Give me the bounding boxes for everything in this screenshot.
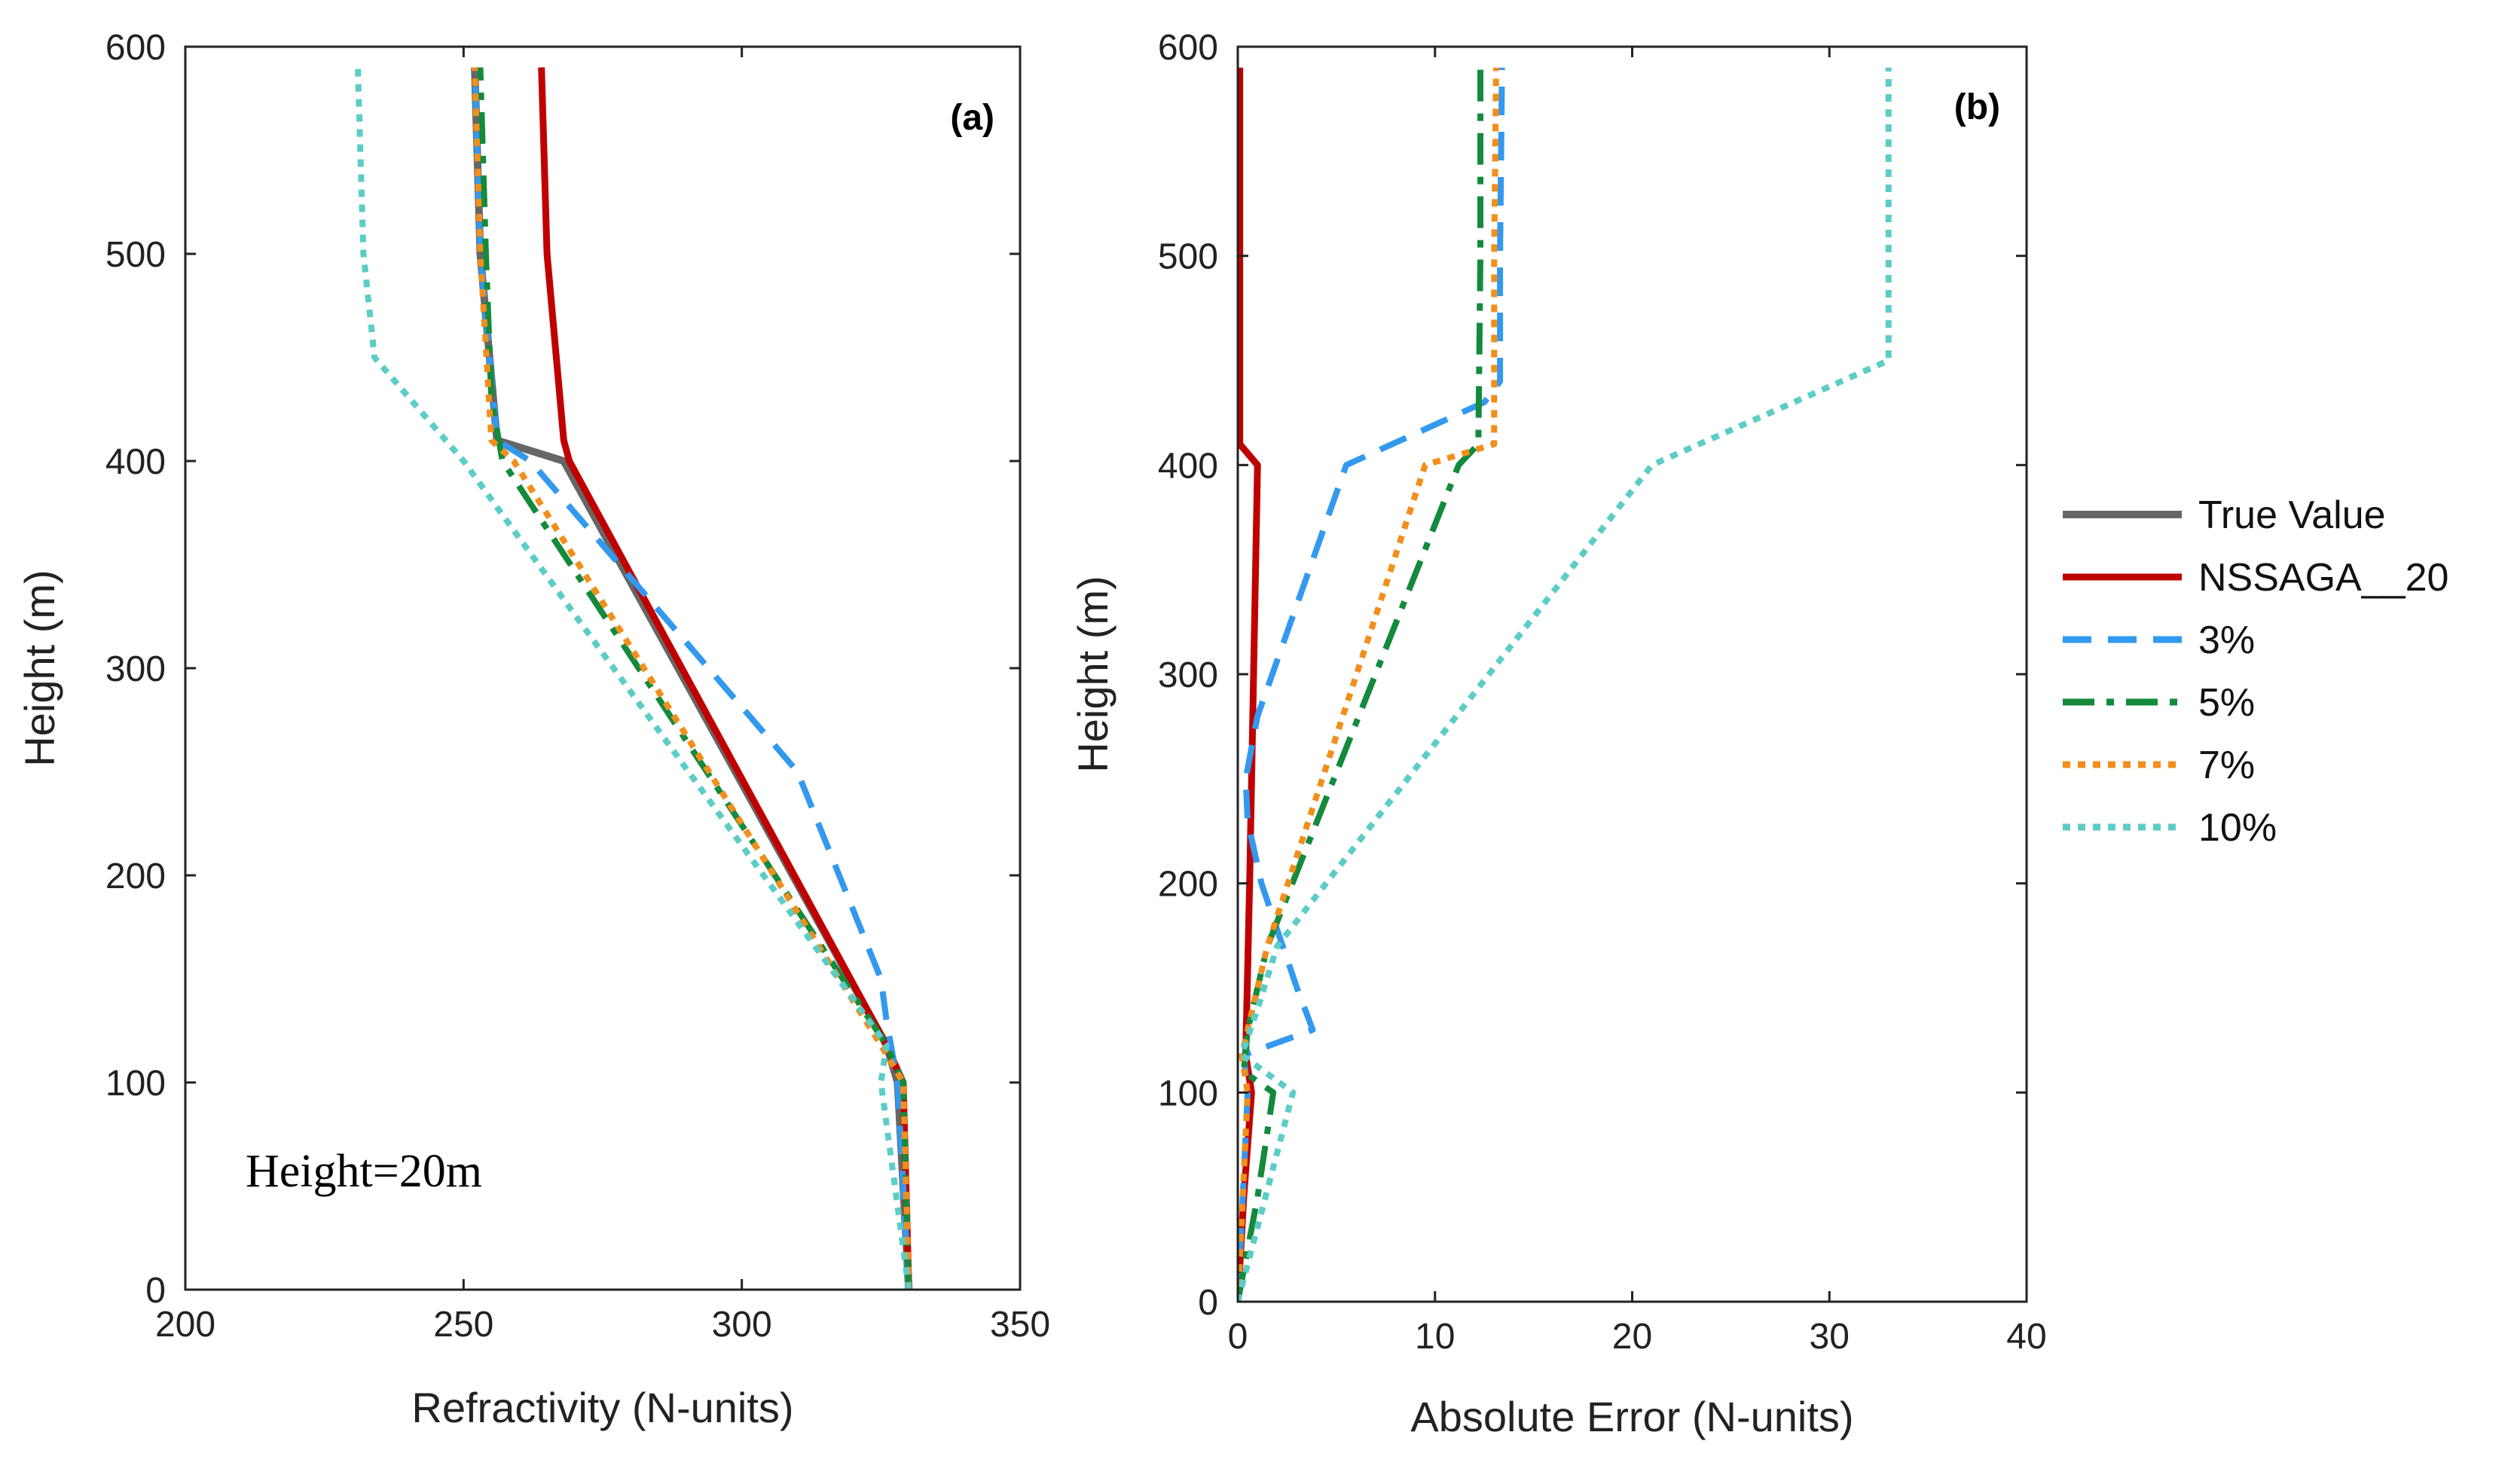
panel-a-ytick-label-300: 300: [105, 649, 166, 689]
panel-a-series-5: [477, 67, 912, 1290]
panel-b-series-5: [1238, 67, 1483, 1302]
panel-a-y-axis-title: Height (m): [16, 569, 63, 766]
panel-b-ytick-label-200: 200: [1158, 865, 1218, 905]
legend-label-5: 5%: [2198, 681, 2255, 725]
panel-b-ytick-label-400: 400: [1158, 446, 1218, 486]
panel-a-x-axis-title: Refractivity (N-units): [411, 1384, 793, 1431]
panel-a-xtick-label-250: 250: [433, 1305, 493, 1345]
panel-a-ytick-label-600: 600: [105, 28, 166, 68]
panel-b-series-3: [1238, 67, 1505, 1302]
panel-a-axes-box: [184, 45, 1022, 1291]
panel-b-ytick-label-100: 100: [1158, 1073, 1218, 1113]
panel-a-label: (a): [950, 98, 994, 138]
panel-a-refractivity: 200 250 300 350 0 100 200 300 400 500 600 Refractiv…: [16, 28, 1050, 1431]
panel-b-series-10: [1238, 67, 1892, 1302]
panel-a-series-group: [355, 67, 913, 1290]
panel-b-xtick-label-0: 0: [1228, 1317, 1248, 1357]
legend-label-3: 3%: [2198, 618, 2255, 662]
panel-b-label: (b): [1954, 87, 2000, 127]
panel-b-xtick-label-10: 10: [1415, 1317, 1455, 1357]
panel-b-series-group: [1238, 67, 1892, 1302]
panel-b-xtick-label-40: 40: [2006, 1317, 2046, 1357]
panel-b-y-axis-title: Height (m): [1069, 576, 1117, 772]
panel-b-xtick-label-30: 30: [1810, 1317, 1850, 1357]
panel-b-ytick-label-300: 300: [1158, 655, 1218, 695]
panel-b-xtick-label-20: 20: [1612, 1317, 1652, 1357]
legend-label-true-value: True Value: [2198, 493, 2386, 537]
panel-a-ytick-label-100: 100: [105, 1064, 166, 1104]
panel-a-series-10: [355, 67, 912, 1290]
panel-b-ytick-label-600: 600: [1158, 28, 1218, 68]
panel-a-series-3: [472, 67, 912, 1290]
panel-a-series-true-value: [471, 67, 913, 1290]
legend-label-nssaga-20: NSSAGA__20: [2198, 556, 2448, 600]
panel-a-xtick-label-300: 300: [712, 1305, 772, 1345]
panel-b-ytick-label-500: 500: [1158, 237, 1218, 277]
panel-a-ytick-label-200: 200: [105, 857, 166, 896]
panel-a-ytick-label-0: 0: [145, 1271, 166, 1311]
legend-label-10: 10%: [2198, 806, 2277, 850]
panel-a-xtick-label-350: 350: [990, 1305, 1050, 1345]
panel-b-ytick-label-0: 0: [1198, 1283, 1218, 1323]
legend: True Value NSSAGA__20 3% 5% 7% 10%: [2063, 493, 2448, 850]
panel-b-x-axis-title: Absolute Error (N-units): [1410, 1393, 1853, 1440]
panel-a-annotation: Height=20m: [246, 1146, 482, 1197]
panel-a-series-nssaga-20: [538, 67, 912, 1290]
panel-b-axes-box: [1236, 45, 2028, 1303]
legend-label-7: 7%: [2198, 744, 2255, 787]
panel-a-series-7: [472, 67, 912, 1290]
panel-a-ytick-label-400: 400: [105, 442, 166, 482]
panel-a-xtick-label-200: 200: [155, 1305, 215, 1345]
panel-a-ytick-label-500: 500: [105, 235, 166, 275]
panel-b-series-7: [1238, 67, 1499, 1302]
